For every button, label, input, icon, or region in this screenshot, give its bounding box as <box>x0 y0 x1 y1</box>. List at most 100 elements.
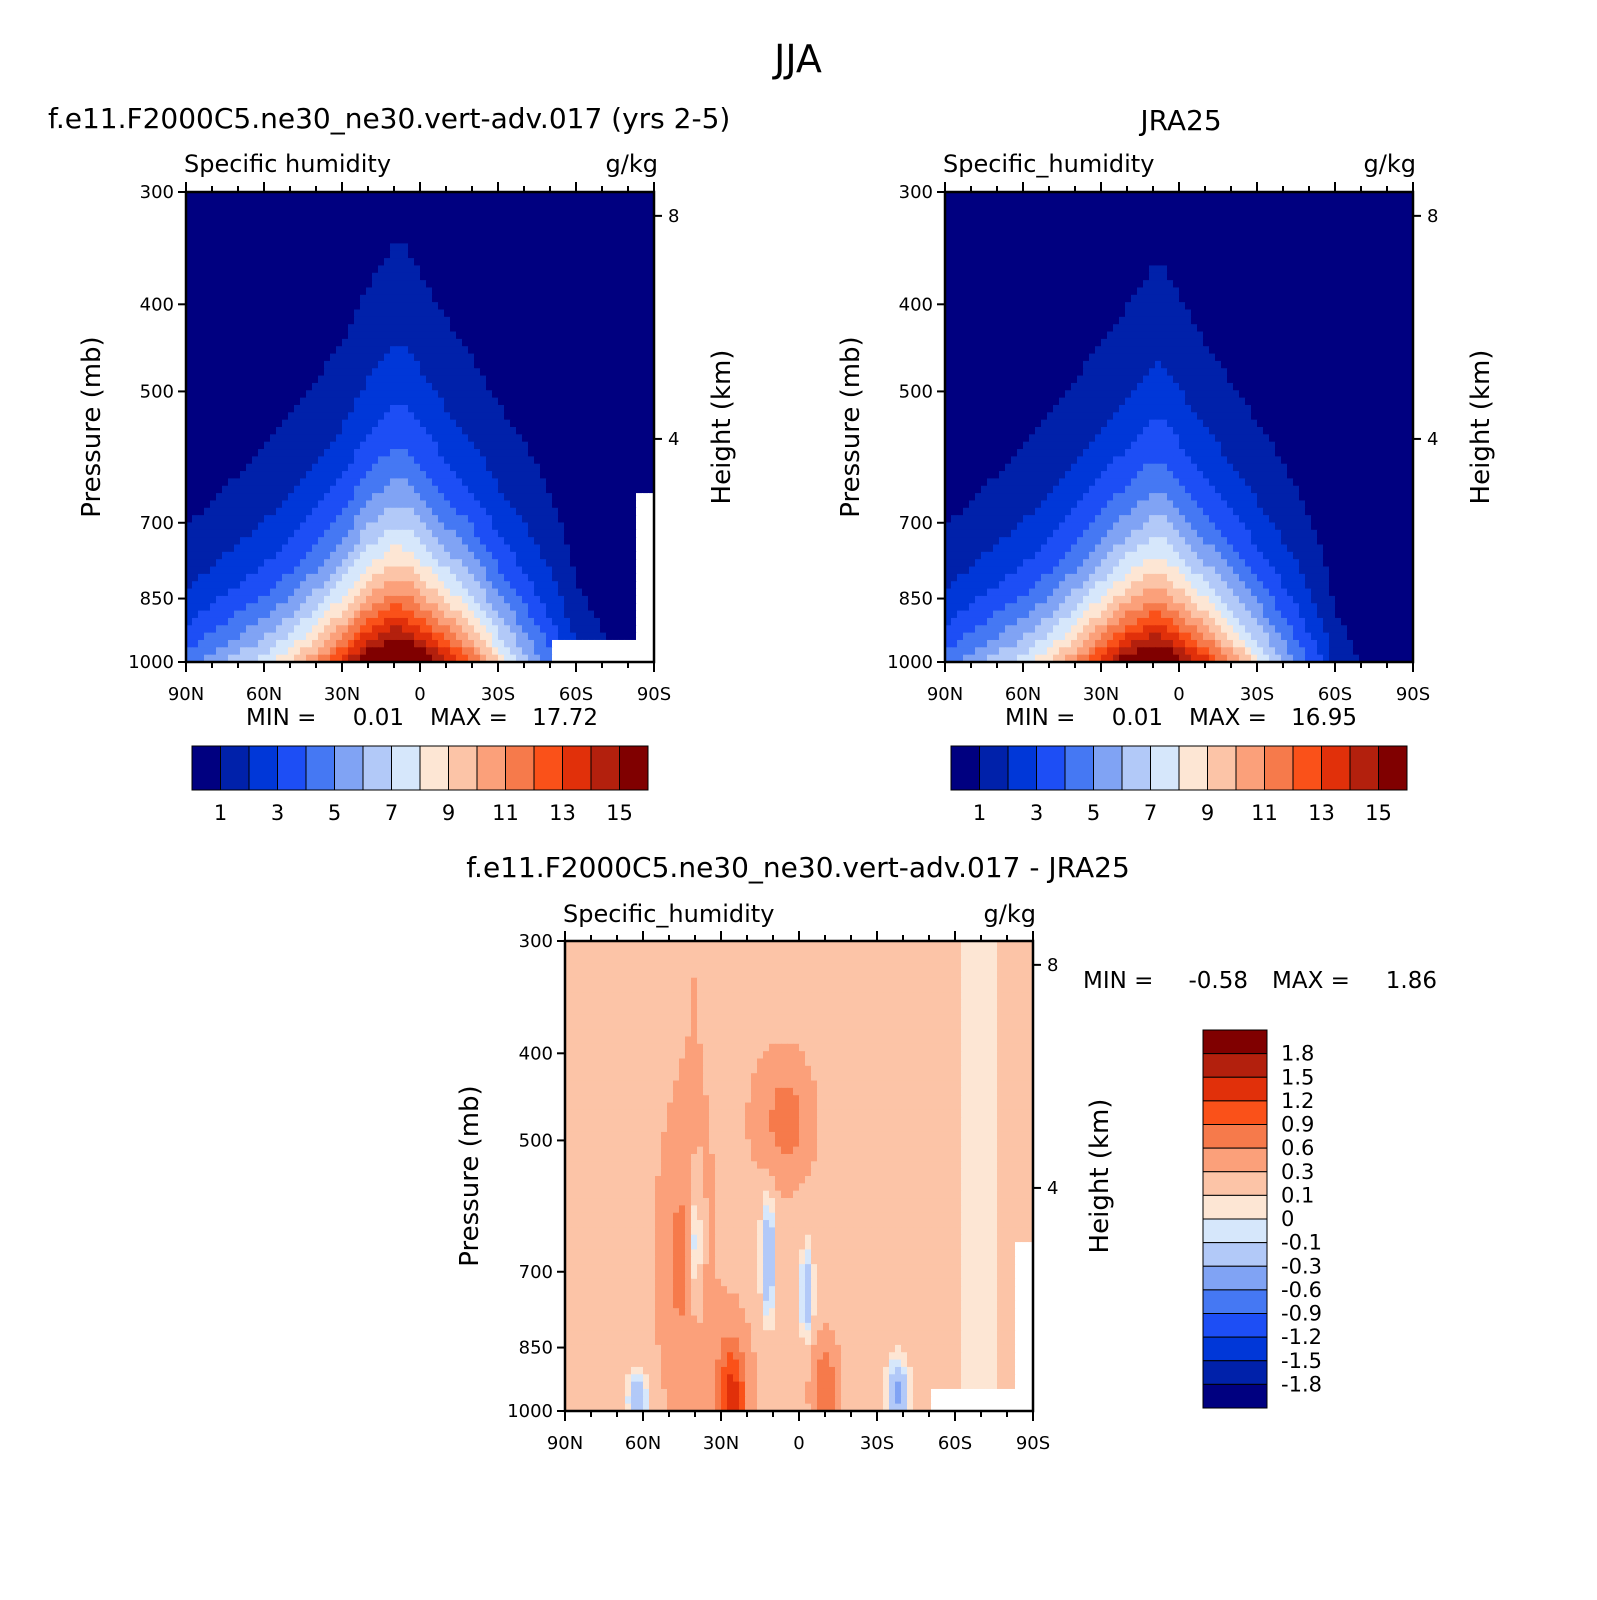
field-cell <box>618 485 625 494</box>
field-cell <box>330 537 337 546</box>
field-cell <box>636 471 643 479</box>
field-cell <box>570 537 577 546</box>
field-cell <box>288 537 295 546</box>
field-cell <box>198 272 205 281</box>
field-cell <box>240 632 247 641</box>
field-cell <box>462 331 469 340</box>
field-cell <box>186 595 193 604</box>
field-cell <box>210 397 217 406</box>
field-cell <box>588 427 595 435</box>
field-cell <box>216 353 223 362</box>
field-cell <box>216 515 223 524</box>
field-cell <box>276 500 283 509</box>
field-cell <box>198 382 205 391</box>
field-cell <box>366 588 373 597</box>
field-cell <box>192 280 199 289</box>
field-cell <box>210 427 217 435</box>
field-cell <box>534 595 541 604</box>
field-cell <box>276 441 283 450</box>
field-cell <box>522 258 529 267</box>
field-cell <box>408 221 415 230</box>
field-cell <box>642 368 649 377</box>
field-cell-masked <box>600 654 607 663</box>
field-cell <box>528 449 535 457</box>
field-cell <box>234 272 241 281</box>
field-cell <box>348 324 355 333</box>
field-cell <box>606 603 613 612</box>
field-cell <box>486 324 493 333</box>
field-cell <box>552 522 559 531</box>
field-cell <box>618 625 625 634</box>
field-cell <box>480 221 487 230</box>
field-cell <box>564 544 571 553</box>
field-cell <box>342 449 349 457</box>
field-cell <box>402 199 409 208</box>
field-cell <box>390 404 397 413</box>
field-cell <box>624 346 631 355</box>
field-cell <box>570 581 577 590</box>
field-cell <box>288 375 295 384</box>
field-cell <box>186 632 193 641</box>
field-cell <box>204 427 211 435</box>
field-cell <box>528 360 535 369</box>
field-cell <box>528 324 535 333</box>
field-cell <box>294 617 301 626</box>
field-cell <box>228 206 235 215</box>
field-cell <box>402 537 409 546</box>
field-cell <box>618 390 625 399</box>
field-cell <box>552 287 559 296</box>
field-cell <box>594 441 601 450</box>
field-cell <box>252 639 259 648</box>
field-cell <box>534 302 541 311</box>
field-cell <box>588 434 595 443</box>
field-cell <box>420 603 427 612</box>
field-cell <box>546 243 553 252</box>
field-cell <box>474 559 481 568</box>
field-cell <box>360 625 367 634</box>
field-cell <box>504 228 511 237</box>
field-cell <box>360 250 367 259</box>
field-cell <box>444 338 451 347</box>
field-cell <box>612 302 619 311</box>
field-cell <box>516 265 523 274</box>
field-cell <box>594 617 601 626</box>
field-cell <box>444 603 451 612</box>
field-cell <box>198 221 205 230</box>
field-cell <box>570 603 577 612</box>
field-cell <box>234 493 241 502</box>
field-cell <box>366 610 373 619</box>
field-cell <box>294 449 301 457</box>
field-cell <box>336 507 343 516</box>
field-cell-masked <box>594 647 601 656</box>
field-cell <box>432 478 439 487</box>
field-cell-masked <box>642 603 649 612</box>
field-cell <box>606 360 613 369</box>
field-cell <box>456 625 463 634</box>
field-cell <box>300 206 307 215</box>
field-cell <box>240 353 247 362</box>
field-cell <box>630 463 637 472</box>
field-cell <box>474 471 481 479</box>
field-cell <box>450 647 457 656</box>
field-cell <box>420 287 427 296</box>
field-cell <box>444 559 451 568</box>
field-cell <box>642 265 649 274</box>
field-cell <box>360 206 367 215</box>
field-cell <box>414 544 421 553</box>
field-cell <box>528 272 535 281</box>
field-cell <box>474 617 481 626</box>
field-cell <box>528 236 535 244</box>
field-cell <box>450 485 457 494</box>
field-cell <box>570 404 577 413</box>
field-cell <box>378 221 385 230</box>
field-cell <box>324 287 331 296</box>
field-cell <box>294 214 301 222</box>
field-cell <box>294 192 301 200</box>
field-cell <box>354 588 361 597</box>
field-cell <box>192 353 199 362</box>
field-cell <box>462 603 469 612</box>
field-cell <box>498 287 505 296</box>
field-cell <box>462 515 469 524</box>
field-cell <box>270 316 277 325</box>
field-cell <box>192 228 199 237</box>
